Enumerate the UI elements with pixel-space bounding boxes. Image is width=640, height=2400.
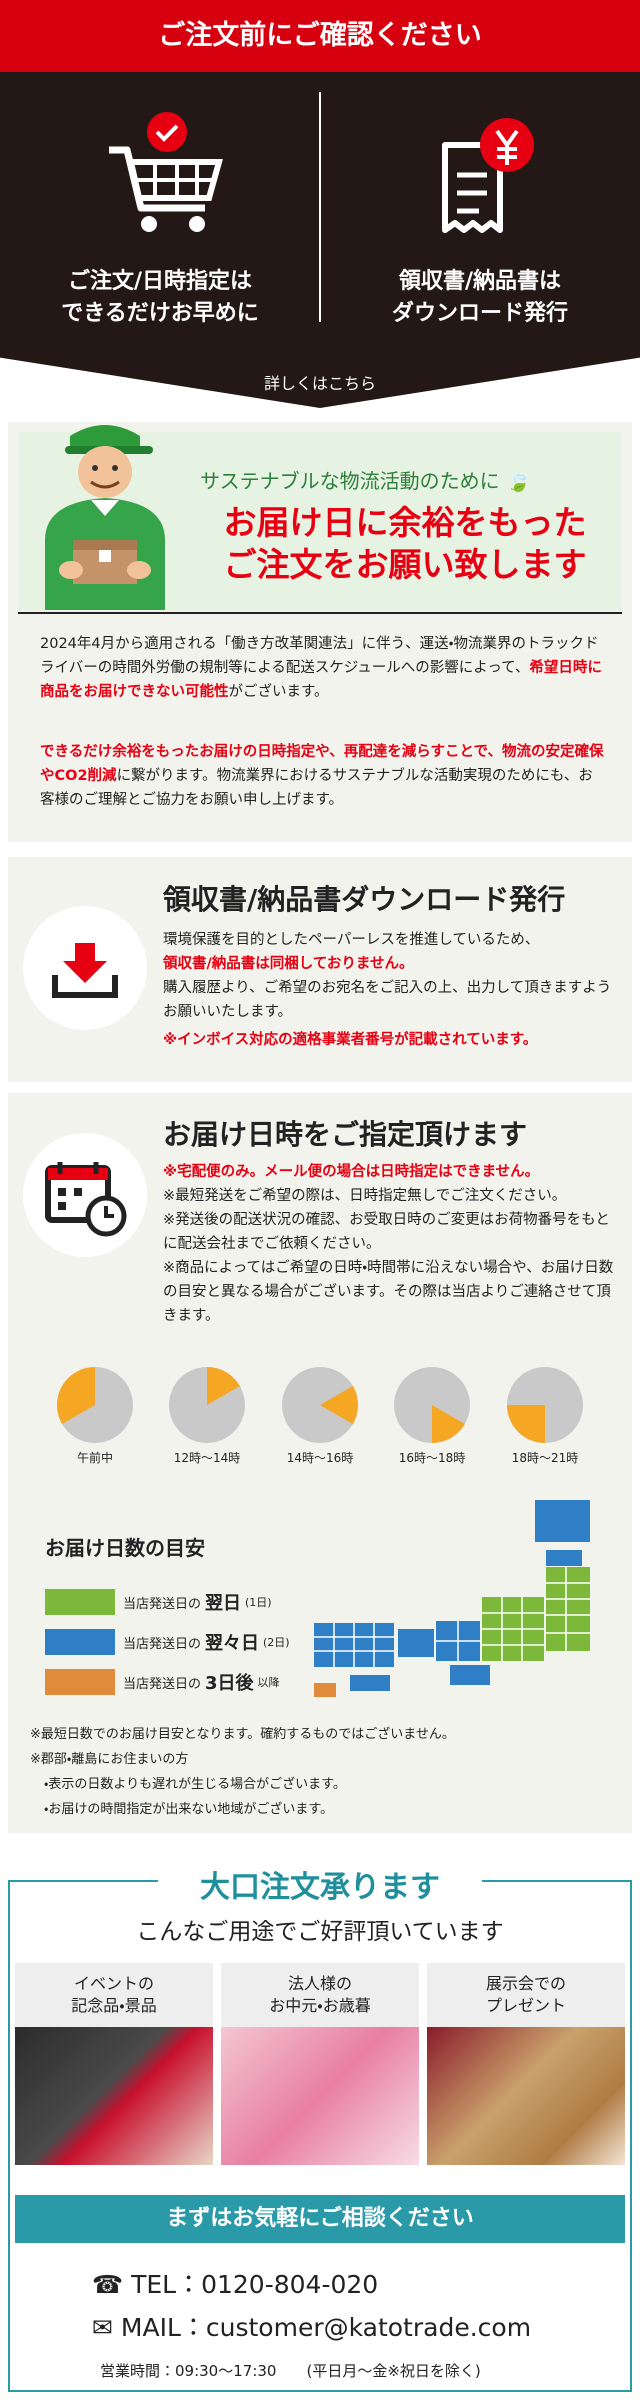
legend-suffix: (1日) bbox=[245, 1596, 272, 1609]
card-header: イベントの記念品・景品 bbox=[15, 1963, 213, 2027]
photo bbox=[427, 2027, 625, 2165]
photo bbox=[15, 2027, 213, 2165]
days-text: (平日月〜金※祝日を除く) bbox=[306, 2362, 481, 2380]
legend-swatch bbox=[45, 1589, 115, 1615]
item-line: ダウンロード発行 bbox=[391, 301, 568, 326]
hours: 営業時間：09:30〜17:30 (平日月〜金※祝日を除く) bbox=[100, 2360, 481, 2381]
details-link[interactable]: 詳しくはこちら bbox=[263, 374, 376, 393]
rule bbox=[18, 612, 622, 614]
card-line: お中元・お歳暮 bbox=[269, 1996, 371, 2015]
mail: ✉ MAIL：customer@katotrade.com bbox=[92, 2313, 532, 2342]
text: に繋がります。物流業界におけるサステナブルな活動実現のためにも、お客様のご理解と… bbox=[40, 768, 593, 808]
footnote: ※最短日数でのお届け目安となります。確約するものではございません。 bbox=[30, 1727, 455, 1742]
card-header: 展示会でのプレゼント bbox=[427, 1963, 625, 2027]
text: 購入履歴より、ご希望のお宛名をご記入の上、出力して頂きますようお願いいたします。 bbox=[163, 980, 612, 1020]
note: ※最短発送をご希望の際は、日時指定無しでご注文ください。 bbox=[163, 1188, 567, 1204]
item-line: 領収書/納品書は bbox=[398, 269, 562, 294]
paragraph: 2024年4月から適用される「働き方改革関連法」に伴う、運送・物流業界のトラック… bbox=[40, 632, 605, 704]
rule bbox=[8, 1880, 158, 1882]
slot-clock bbox=[507, 1367, 583, 1443]
tel-text: TEL：0120-804-020 bbox=[131, 2270, 379, 2299]
footnote: ・表示の日数よりも遅れが生じる場合がございます。 bbox=[44, 1777, 346, 1792]
days-title: お届け日数の目安 bbox=[45, 1536, 205, 1560]
section-title: お届け日時をご指定頂けます bbox=[163, 1118, 528, 1151]
card-line: イベントの bbox=[73, 1974, 154, 1993]
emphasis: ※インボイス対応の適格事業者番号が記載されています。 bbox=[163, 1032, 538, 1048]
rule bbox=[482, 1880, 630, 1882]
legend-prefix: 当店発送日の bbox=[123, 1676, 202, 1692]
section-body: 環境保護を目的としたペーパーレスを推進しているため、 領収書/納品書は同梱してお… bbox=[163, 928, 613, 1052]
time-slots: 午前中 12時〜14時 14時〜16時 16時〜18時 18時〜21時 bbox=[57, 1367, 583, 1465]
banner-item: 領収書/納品書は ダウンロード発行 bbox=[320, 266, 640, 330]
slot-clock bbox=[57, 1367, 133, 1443]
item-line: できるだけお早めに bbox=[61, 301, 259, 326]
card-line: 記念品・景品 bbox=[71, 1996, 157, 2015]
legend-suffix: 以降 bbox=[257, 1676, 280, 1689]
paragraph: できるだけ余裕をもったお届けの日時指定や、再配達を減らすことで、物流の安定確保や… bbox=[40, 740, 605, 812]
text: 2024年4月から適用される「働き方改革関連法」に伴う、運送・物流業界のトラック… bbox=[40, 636, 599, 676]
banner-item: ご注文/日時指定は できるだけお早めに bbox=[0, 266, 320, 330]
legend-main: 翌々日 bbox=[205, 1633, 260, 1654]
legend-swatch bbox=[45, 1669, 115, 1695]
calendar-icon bbox=[23, 1133, 147, 1257]
legend-main: 3日後 bbox=[205, 1673, 254, 1694]
download-icon bbox=[23, 906, 147, 1030]
text: がございます。 bbox=[228, 684, 329, 700]
emphasis: 希望日時に商品をお届けできない可能性 bbox=[40, 660, 602, 700]
note: ※発送後の配送状況の確認、お受取日時のご変更はお荷物番号をもとに配送会社までご依… bbox=[163, 1212, 610, 1252]
driver-illustration bbox=[45, 425, 165, 610]
notes: ※宅配便のみ。メール便の場合は日時指定はできません。 ※最短発送をご希望の際は、… bbox=[163, 1160, 618, 1328]
legend-suffix: (2日) bbox=[263, 1636, 290, 1649]
headline-line: ご注文をお願い致します bbox=[223, 545, 587, 584]
japan-map bbox=[314, 1500, 590, 1697]
hero-headline: お届け日に余裕をもった ご注文をお願い致します bbox=[190, 502, 620, 586]
legend-row: 当店発送日の 3日後 以降 bbox=[45, 1668, 315, 1696]
contact-button[interactable]: まずはお気軽にご相談ください bbox=[15, 2195, 625, 2243]
note: ※宅配便のみ。メール便の場合は日時指定はできません。 bbox=[163, 1164, 540, 1180]
lead-text: サステナブルな物流活動のために bbox=[200, 469, 500, 493]
legend-row: 当店発送日の 翌日 (1日) bbox=[45, 1588, 315, 1616]
legend-main: 翌日 bbox=[205, 1593, 242, 1614]
footnote: ※郡部・離島にお住まいの方 bbox=[30, 1752, 189, 1767]
legend-swatch bbox=[45, 1629, 115, 1655]
bulk-title: 大口注文承ります bbox=[200, 1870, 440, 1905]
banner-title: ご注文前にご確認ください bbox=[0, 0, 640, 72]
tel: ☎ TEL：0120-804-020 bbox=[92, 2270, 379, 2299]
section-title: 領収書/納品書ダウンロード発行 bbox=[163, 883, 566, 916]
card-header: 法人様のお中元・お歳暮 bbox=[221, 1963, 419, 2027]
hero-lead: サステナブルな物流活動のために 🍃 bbox=[200, 469, 531, 493]
mail-text: MAIL：customer@katotrade.com bbox=[120, 2313, 532, 2342]
card-line: プレゼント bbox=[485, 1996, 566, 2015]
item-line: ご注文/日時指定は bbox=[67, 269, 253, 294]
headline-line: お届け日に余裕をもった bbox=[223, 503, 587, 542]
slot-label: 14時〜16時 bbox=[287, 1451, 354, 1465]
bulk-box bbox=[8, 1880, 632, 2392]
hours-text: 営業時間：09:30〜17:30 bbox=[100, 2362, 277, 2380]
slot-label: 18時〜21時 bbox=[512, 1451, 579, 1465]
card-line: 展示会での bbox=[485, 1974, 566, 1993]
legend: 当店発送日の 翌日 (1日) 当店発送日の 翌々日 (2日) 当店発送日の 3日後 以降 bbox=[45, 1588, 315, 1708]
legend-prefix: 当店発送日の bbox=[123, 1596, 202, 1612]
slot-clock bbox=[282, 1367, 358, 1443]
slot-label: 12時〜14時 bbox=[174, 1451, 241, 1465]
divider bbox=[319, 92, 321, 322]
slot-label: 午前中 bbox=[77, 1450, 113, 1465]
footnote: ・お届けの時間指定が出来ない地域がございます。 bbox=[44, 1802, 334, 1817]
cart-icon bbox=[109, 112, 223, 232]
note: ※商品によってはご希望の日時・時間帯に沿えない場合や、お届け日数の目安と異なる場… bbox=[163, 1260, 614, 1324]
photo bbox=[221, 2027, 419, 2165]
card-line: 法人様の bbox=[287, 1974, 352, 1993]
emphasis: できるだけ余裕をもったお届けの日時指定や、再配達を減らすことで、物流の安定確保や… bbox=[40, 744, 604, 784]
footnotes: ※最短日数でのお届け目安となります。確約するものではございません。 ※郡部・離島… bbox=[30, 1722, 620, 1822]
text: 環境保護を目的としたペーパーレスを推進しているため、 bbox=[163, 932, 540, 948]
slot-label: 16時〜18時 bbox=[399, 1451, 466, 1465]
slot-clock bbox=[169, 1367, 245, 1443]
legend-prefix: 当店発送日の bbox=[123, 1636, 202, 1652]
legend-row: 当店発送日の 翌々日 (2日) bbox=[45, 1628, 315, 1656]
slot-clock bbox=[394, 1367, 470, 1443]
emphasis: 領収書/納品書は同梱しておりません。 bbox=[163, 956, 414, 972]
receipt-icon bbox=[442, 118, 534, 233]
bulk-subtitle: こんなご用途でご好評頂いています bbox=[136, 1919, 504, 1945]
